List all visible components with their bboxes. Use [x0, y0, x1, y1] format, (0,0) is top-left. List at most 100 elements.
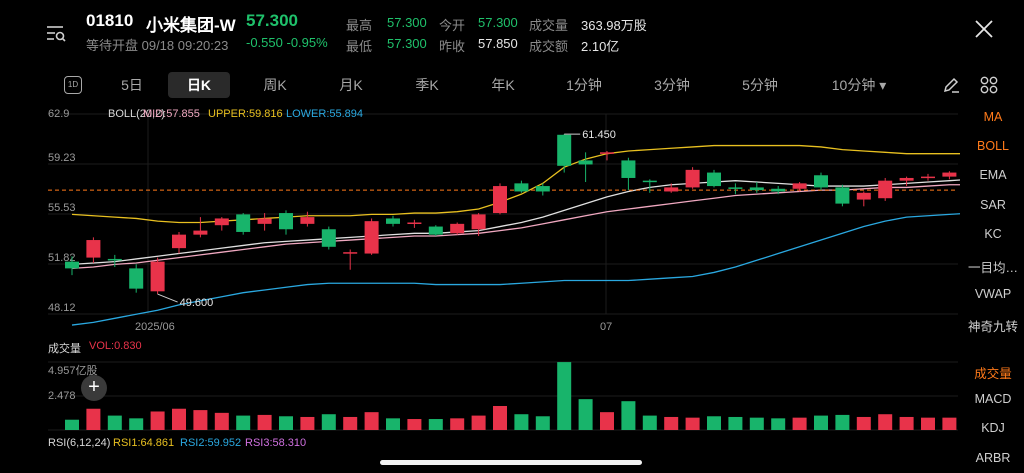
candle-body	[471, 214, 486, 230]
volume-vol-value: VOL:0.830	[89, 340, 142, 352]
indicator-volume[interactable]: 成交量	[974, 367, 1012, 381]
tab-1min[interactable]: 1分钟	[566, 77, 602, 93]
y-tick-label: 51.82	[48, 252, 76, 264]
volume-bar	[535, 416, 550, 430]
volume-bar	[621, 401, 636, 430]
volume-bar	[814, 415, 828, 430]
volume-bar	[107, 415, 122, 430]
candle-body	[942, 172, 957, 177]
tab-monthly-k[interactable]: 月K	[339, 77, 363, 93]
candle-body	[921, 176, 935, 179]
candle-body	[771, 188, 786, 192]
draw-pen-icon[interactable]	[942, 76, 960, 94]
boll-upper-value: UPPER:59.816	[208, 108, 283, 120]
volume-bar	[257, 414, 272, 430]
open-value: 57.300	[478, 15, 518, 30]
tab-weekly-k[interactable]: 周K	[263, 77, 287, 93]
volume-label: 成交量	[529, 18, 569, 33]
volume-bar	[899, 416, 914, 430]
volume-bar	[878, 414, 893, 430]
grid-apps-icon[interactable]	[980, 76, 998, 94]
candle-body	[236, 214, 251, 232]
candle-body	[257, 218, 272, 224]
prev-close-label: 昨收	[439, 39, 466, 54]
amount-label: 成交额	[529, 39, 569, 54]
candle-body	[300, 217, 315, 224]
candle-body	[792, 183, 807, 189]
candle-body	[107, 258, 122, 261]
tab-yearly-k[interactable]: 年K	[491, 77, 515, 93]
volume-bar	[792, 417, 807, 430]
volume-title: 成交量	[48, 343, 81, 355]
candle-body	[364, 221, 379, 254]
tab-10min[interactable]: 10分钟 ▾	[831, 77, 887, 93]
volume-bar	[214, 412, 229, 430]
candle-body	[86, 240, 101, 258]
volume-bar	[236, 415, 251, 430]
candle-body	[514, 183, 529, 192]
high-annotation-label: 61.450	[582, 129, 616, 141]
candle-body	[129, 268, 144, 289]
tab-5day[interactable]: 5日	[121, 77, 143, 93]
indicator-boll[interactable]: BOLL	[977, 139, 1009, 153]
rsi2-value: RSI2:59.952	[180, 437, 242, 449]
candle-body	[600, 152, 614, 154]
volume-bar	[942, 417, 957, 430]
indicator-vwap[interactable]: VWAP	[974, 287, 1012, 301]
boll-legend-title: BOLL(20,2)	[108, 108, 165, 120]
rsi-title: RSI(6,12,24)	[48, 437, 111, 449]
candle-body	[279, 213, 293, 230]
indicator-ma[interactable]: MA	[983, 110, 1003, 124]
tab-quarterly-k[interactable]: 季K	[415, 77, 439, 93]
volume-bar	[129, 418, 144, 430]
volume-bar	[578, 399, 593, 430]
menu-search-icon[interactable]	[46, 25, 66, 43]
high-value: 57.300	[387, 15, 427, 30]
add-indicator-button[interactable]: +	[81, 375, 107, 401]
volume-bar	[428, 419, 443, 430]
candle-body	[707, 172, 721, 187]
rsi1-value: RSI1:64.861	[113, 437, 175, 449]
prev-close-value: 57.850	[478, 36, 518, 51]
amount-value: 2.10亿	[581, 39, 620, 54]
indicator-ichimoku[interactable]: 一目均…	[967, 261, 1018, 275]
stock-code: 01810	[86, 11, 134, 30]
y-tick-label: 59.23	[48, 152, 76, 164]
volume-bar	[557, 362, 572, 430]
kline-chart[interactable]: 62.9 59.23 55.53 51.82 48.12 2025/06 07 61.450 4…	[0, 100, 960, 473]
volume-bar	[321, 414, 336, 430]
volume-bar	[835, 414, 850, 430]
boll-lower-value: LOWER:55.894	[286, 108, 364, 120]
indicator-td9[interactable]: 神奇九转	[967, 320, 1018, 334]
candle-body	[450, 223, 465, 234]
indicator-arbr[interactable]: ARBR	[975, 451, 1011, 465]
volume-bar	[193, 410, 208, 430]
low-value: 57.300	[387, 36, 427, 51]
candle-body	[343, 252, 358, 254]
candle-body	[493, 186, 507, 214]
indicator-sar[interactable]: SAR	[980, 198, 1006, 212]
high-label: 最高	[346, 18, 373, 33]
rsi3-value: RSI3:58.310	[245, 437, 307, 449]
volume-bar	[685, 417, 700, 430]
candle-body	[899, 177, 914, 181]
volume-bar	[514, 414, 529, 430]
indicator-macd[interactable]: MACD	[974, 392, 1012, 406]
tab-5min[interactable]: 5分钟	[742, 77, 778, 93]
volume-bar	[386, 418, 400, 430]
tab-3min[interactable]: 3分钟	[654, 77, 690, 93]
volume-bar	[600, 412, 614, 430]
boll-mid-line	[71, 184, 960, 270]
volume-bar	[279, 416, 293, 430]
volume-bar	[150, 411, 165, 430]
tab-daily-k[interactable]: 日K	[168, 72, 230, 98]
quote-header: 01810 小米集团-W 57.300 等待开盘 09/18 09:20:23 …	[0, 0, 1024, 62]
close-icon[interactable]	[974, 19, 994, 39]
indicator-kdj[interactable]: KDJ	[981, 421, 1005, 435]
candle-body	[664, 187, 679, 192]
volume-bar	[300, 416, 315, 430]
volume-max-label: 4.957亿股	[48, 365, 98, 377]
indicator-ema[interactable]: EMA	[979, 168, 1007, 182]
tab-1d[interactable]: 1D	[64, 76, 82, 94]
indicator-kc[interactable]: KC	[984, 227, 1002, 241]
